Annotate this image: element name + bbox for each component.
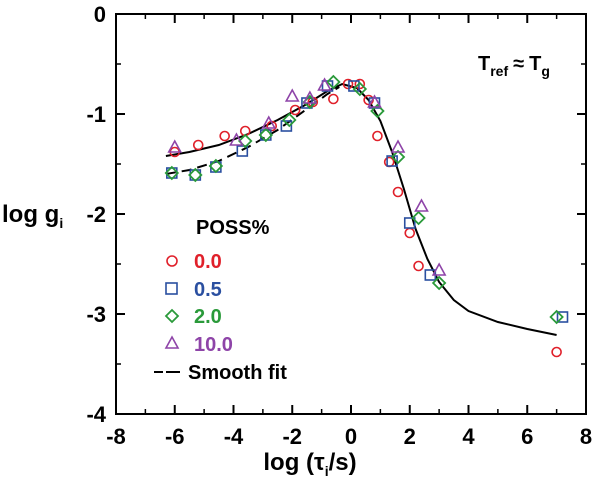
data-point-circle — [413, 260, 424, 272]
data-point-circle — [289, 104, 301, 116]
x-tick-label: -4 — [224, 424, 244, 449]
x-axis-title-main: log (τ — [263, 449, 325, 476]
legend-title: POSS% — [196, 217, 270, 239]
x-axis-title-tail: /s) — [329, 449, 357, 476]
legend-entry-fit: Smooth fit — [154, 362, 287, 384]
data-point-triangle — [390, 139, 406, 153]
y-tick-label: 0 — [94, 2, 106, 27]
data-point-square — [403, 217, 416, 229]
data-point-diamond — [208, 158, 224, 174]
x-tick-label: 0 — [345, 424, 357, 449]
y-tick-label: -3 — [86, 302, 106, 327]
x-axis-title: log (τi/s) — [263, 449, 356, 479]
data-point-diamond — [549, 309, 564, 325]
legend-marker-circle — [166, 255, 178, 267]
data-point-triangle — [167, 139, 183, 153]
data-point-square — [348, 80, 360, 92]
legend-marker-square — [165, 282, 178, 295]
x-tick-label: 2 — [404, 424, 416, 449]
annotation-t2-sub: g — [541, 63, 550, 79]
data-point-triangle — [229, 132, 244, 146]
data-point-circle — [383, 156, 395, 168]
data-point-diamond — [431, 275, 447, 291]
data-point-diamond — [237, 133, 253, 149]
data-point-diamond — [390, 149, 406, 165]
annotation-t: T — [478, 53, 490, 75]
x-tick-label: 8 — [580, 424, 592, 449]
legend-entry-2: 2.0 — [164, 306, 222, 328]
annotation-approx: ≈ — [513, 53, 524, 75]
data-point-circle — [342, 78, 354, 90]
legend-label-fit: Smooth fit — [188, 362, 287, 384]
data-point-diamond — [411, 210, 426, 226]
data-point-diamond — [258, 127, 274, 143]
x-tick-label: 6 — [521, 424, 533, 449]
legend-entry-3: 10.0 — [164, 334, 233, 356]
axis-ticks: -8 -6 -4 -2 0 2 4 6 8 0 -1 -2 -3 -4 — [86, 2, 592, 449]
data-point-triangle — [261, 115, 277, 129]
annotation-t-sub: ref — [490, 63, 508, 79]
data-point-triangle — [414, 198, 429, 212]
smooth-fit-solid-line — [165, 82, 557, 336]
data-point-diamond — [282, 112, 297, 128]
annotation-t2: T — [529, 53, 541, 75]
legend-entry-0: 0.0 — [166, 251, 222, 273]
data-point-diamond — [164, 165, 180, 181]
data-point-diamond — [326, 74, 341, 90]
legend-label-3: 10.0 — [194, 334, 233, 356]
x-tick-label: -8 — [106, 424, 126, 449]
y-axis-title-sub: i — [59, 215, 63, 231]
x-tick-label: 4 — [462, 424, 475, 449]
data-point-circle — [392, 186, 404, 198]
x-tick-label: -2 — [282, 424, 302, 449]
y-axis-title: log gi — [2, 201, 63, 231]
legend: POSS% 0.0 0.5 2.0 10.0 Smooth fit — [154, 217, 287, 384]
series-3 — [167, 77, 447, 276]
y-axis-title-main: log g — [2, 201, 59, 228]
series-1 — [166, 80, 569, 323]
y-tick-label: -1 — [86, 102, 106, 127]
data-point-square — [556, 311, 569, 323]
series-2 — [164, 74, 564, 325]
legend-marker-diamond — [164, 308, 180, 324]
legend-marker-triangle — [164, 335, 180, 349]
data-point-circle — [404, 227, 416, 239]
data-point-square — [236, 145, 249, 157]
data-point-circle — [372, 130, 383, 142]
data-point-square — [280, 120, 293, 132]
smooth-fit — [165, 82, 557, 336]
data-point-circle — [192, 139, 204, 151]
data-point-circle — [551, 346, 562, 358]
y-tick-label: -4 — [86, 402, 106, 427]
x-tick-label: -6 — [165, 424, 185, 449]
data-point-triangle — [367, 94, 382, 108]
y-tick-label: -2 — [86, 202, 106, 227]
legend-label-2: 2.0 — [194, 306, 222, 328]
data-point-circle — [354, 78, 366, 90]
x-axis-title-sub: i — [325, 463, 329, 479]
data-point-diamond — [188, 167, 203, 183]
legend-label-1: 0.5 — [194, 279, 222, 301]
data-point-diamond — [370, 103, 385, 119]
data-point-triangle — [317, 77, 332, 91]
data-point-triangle — [431, 262, 447, 276]
data-point-circle — [328, 93, 339, 105]
data-point-triangle — [302, 90, 318, 104]
data-point-circle — [219, 130, 230, 142]
legend-entry-1: 0.5 — [165, 279, 222, 301]
data-markers — [164, 74, 569, 358]
legend-label-0: 0.0 — [194, 251, 222, 273]
data-point-diamond — [352, 81, 368, 97]
reference-temperature-annotation: Tref ≈ Tg — [478, 53, 550, 79]
data-point-triangle — [284, 88, 300, 102]
